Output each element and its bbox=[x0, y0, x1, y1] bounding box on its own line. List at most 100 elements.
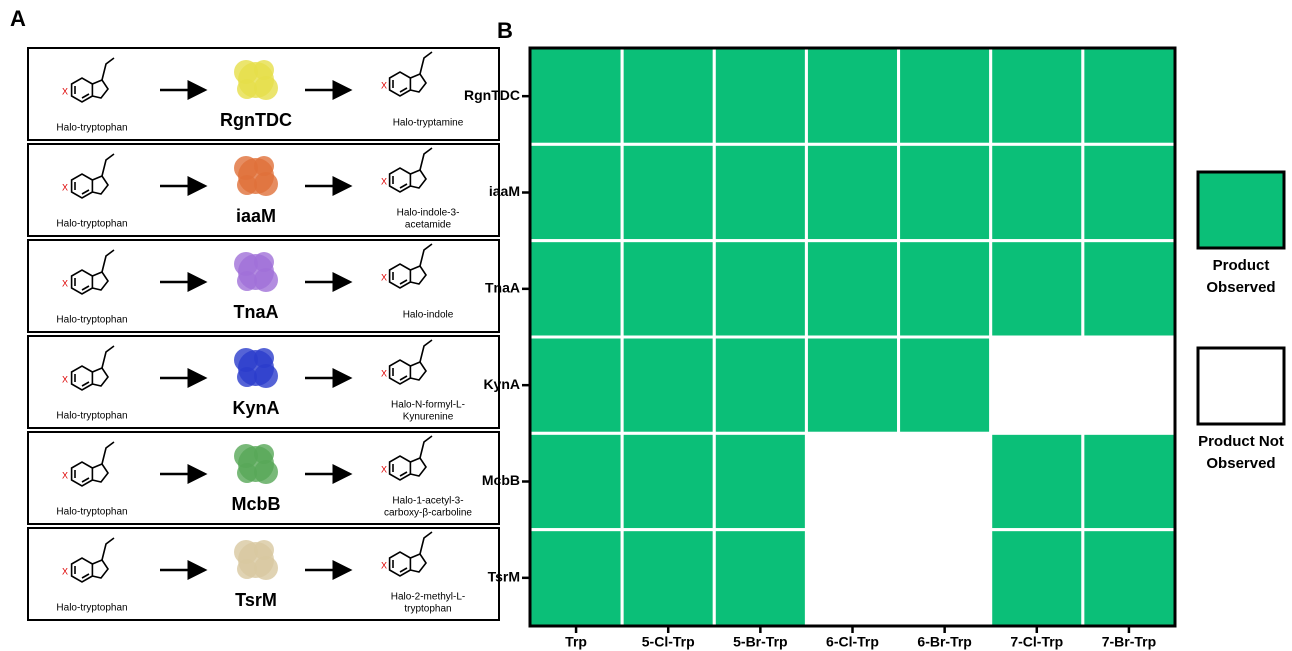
heatmap-cell bbox=[622, 337, 714, 433]
y-tick-label: RgnTDC bbox=[464, 87, 520, 103]
substrate-structure bbox=[72, 442, 114, 486]
legend-swatch bbox=[1198, 172, 1284, 248]
product-structure bbox=[390, 532, 432, 576]
heatmap-cell bbox=[991, 48, 1083, 144]
product-structure bbox=[390, 52, 432, 96]
halogen: X bbox=[381, 176, 387, 186]
product-label: carboxy-β-carboline bbox=[384, 508, 472, 519]
substrate-structure bbox=[72, 250, 114, 294]
substrate-structure bbox=[72, 58, 114, 102]
protein-blob bbox=[237, 79, 257, 99]
product-label: acetamide bbox=[405, 220, 452, 231]
heatmap-cell bbox=[806, 144, 898, 240]
protein-blob bbox=[254, 444, 274, 464]
x-tick-label: 6-Cl-Trp bbox=[826, 634, 879, 650]
heatmap-cell bbox=[899, 337, 991, 433]
protein-blob bbox=[254, 348, 274, 368]
halogen: X bbox=[381, 560, 387, 570]
y-tick-label: TsrM bbox=[488, 569, 520, 585]
halogen: X bbox=[381, 272, 387, 282]
substrate-structure bbox=[72, 346, 114, 390]
product-label: Halo-indole bbox=[403, 310, 454, 321]
heatmap-cell bbox=[991, 337, 1083, 433]
product-label: Kynurenine bbox=[403, 412, 454, 423]
product-structure bbox=[390, 148, 432, 192]
y-tick-label: KynA bbox=[483, 376, 520, 392]
heatmap-cell bbox=[1083, 337, 1175, 433]
enzyme-name: McbB bbox=[232, 494, 281, 514]
y-tick-label: iaaM bbox=[489, 183, 520, 199]
x-tick-label: Trp bbox=[565, 634, 587, 650]
heatmap-cell bbox=[714, 337, 806, 433]
product-structure bbox=[390, 436, 432, 480]
protein bbox=[234, 252, 278, 292]
legend-label: Product bbox=[1213, 257, 1270, 274]
heatmap-cell bbox=[714, 433, 806, 529]
heatmap-cell bbox=[1083, 530, 1175, 626]
heatmap-cell bbox=[622, 530, 714, 626]
halogen: X bbox=[381, 80, 387, 90]
protein bbox=[234, 540, 278, 580]
x-tick-label: 6-Br-Trp bbox=[917, 634, 971, 650]
panel-label: B bbox=[497, 18, 513, 43]
legend-label: Observed bbox=[1206, 455, 1275, 472]
protein-blob bbox=[254, 156, 274, 176]
halogen: X bbox=[381, 464, 387, 474]
enzyme-name: RgnTDC bbox=[220, 110, 292, 130]
halogen: X bbox=[381, 368, 387, 378]
product-structure bbox=[390, 340, 432, 384]
heatmap-cell bbox=[530, 48, 622, 144]
heatmap-cell bbox=[899, 48, 991, 144]
x-tick-label: 5-Br-Trp bbox=[733, 634, 787, 650]
halogen: X bbox=[62, 374, 68, 384]
enzyme-name: KynA bbox=[232, 398, 279, 418]
enzyme-name: TnaA bbox=[234, 302, 279, 322]
substrate-structure bbox=[72, 538, 114, 582]
substrate-structure bbox=[72, 154, 114, 198]
halogen: X bbox=[62, 470, 68, 480]
product-label: Halo-tryptamine bbox=[393, 118, 464, 129]
heatmap-cell bbox=[991, 530, 1083, 626]
x-tick-label: 7-Br-Trp bbox=[1102, 634, 1156, 650]
x-tick-label: 7-Cl-Trp bbox=[1010, 634, 1063, 650]
protein bbox=[234, 348, 278, 388]
heatmap-cell bbox=[899, 433, 991, 529]
heatmap-cell bbox=[530, 433, 622, 529]
product-label: Halo-2-methyl-L- bbox=[391, 592, 465, 603]
protein-blob bbox=[254, 252, 274, 272]
heatmap-cell bbox=[806, 530, 898, 626]
substrate-label: Halo-tryptophan bbox=[56, 507, 127, 518]
heatmap-cell bbox=[1083, 144, 1175, 240]
halogen: X bbox=[62, 278, 68, 288]
heatmap-cell bbox=[806, 48, 898, 144]
heatmap-cell bbox=[899, 144, 991, 240]
legend-label: Product Not bbox=[1198, 433, 1284, 450]
product-label: Halo-1-acetyl-3- bbox=[392, 496, 463, 507]
heatmap-cell bbox=[991, 241, 1083, 337]
substrate-label: Halo-tryptophan bbox=[56, 603, 127, 614]
heatmap-cell bbox=[530, 530, 622, 626]
y-tick-label: TnaA bbox=[485, 280, 520, 296]
heatmap-cell bbox=[714, 530, 806, 626]
heatmap-cell bbox=[622, 144, 714, 240]
heatmap-cell bbox=[622, 241, 714, 337]
heatmap-cell bbox=[806, 337, 898, 433]
x-tick-label: 5-Cl-Trp bbox=[642, 634, 695, 650]
product-label: Halo-N-formyl-L- bbox=[391, 400, 465, 411]
protein-blob bbox=[237, 175, 257, 195]
heatmap-cell bbox=[714, 241, 806, 337]
enzyme-name: iaaM bbox=[236, 206, 276, 226]
heatmap-cell bbox=[530, 241, 622, 337]
protein bbox=[234, 60, 278, 100]
protein bbox=[234, 156, 278, 196]
product-label: Halo-indole-3- bbox=[397, 208, 460, 219]
heatmap-cell bbox=[714, 144, 806, 240]
protein bbox=[234, 444, 278, 484]
heatmap-cell bbox=[622, 48, 714, 144]
protein-blob bbox=[237, 271, 257, 291]
heatmap-cell bbox=[622, 433, 714, 529]
heatmap-cell bbox=[991, 433, 1083, 529]
protein-blob bbox=[237, 559, 257, 579]
product-structure bbox=[390, 244, 432, 288]
